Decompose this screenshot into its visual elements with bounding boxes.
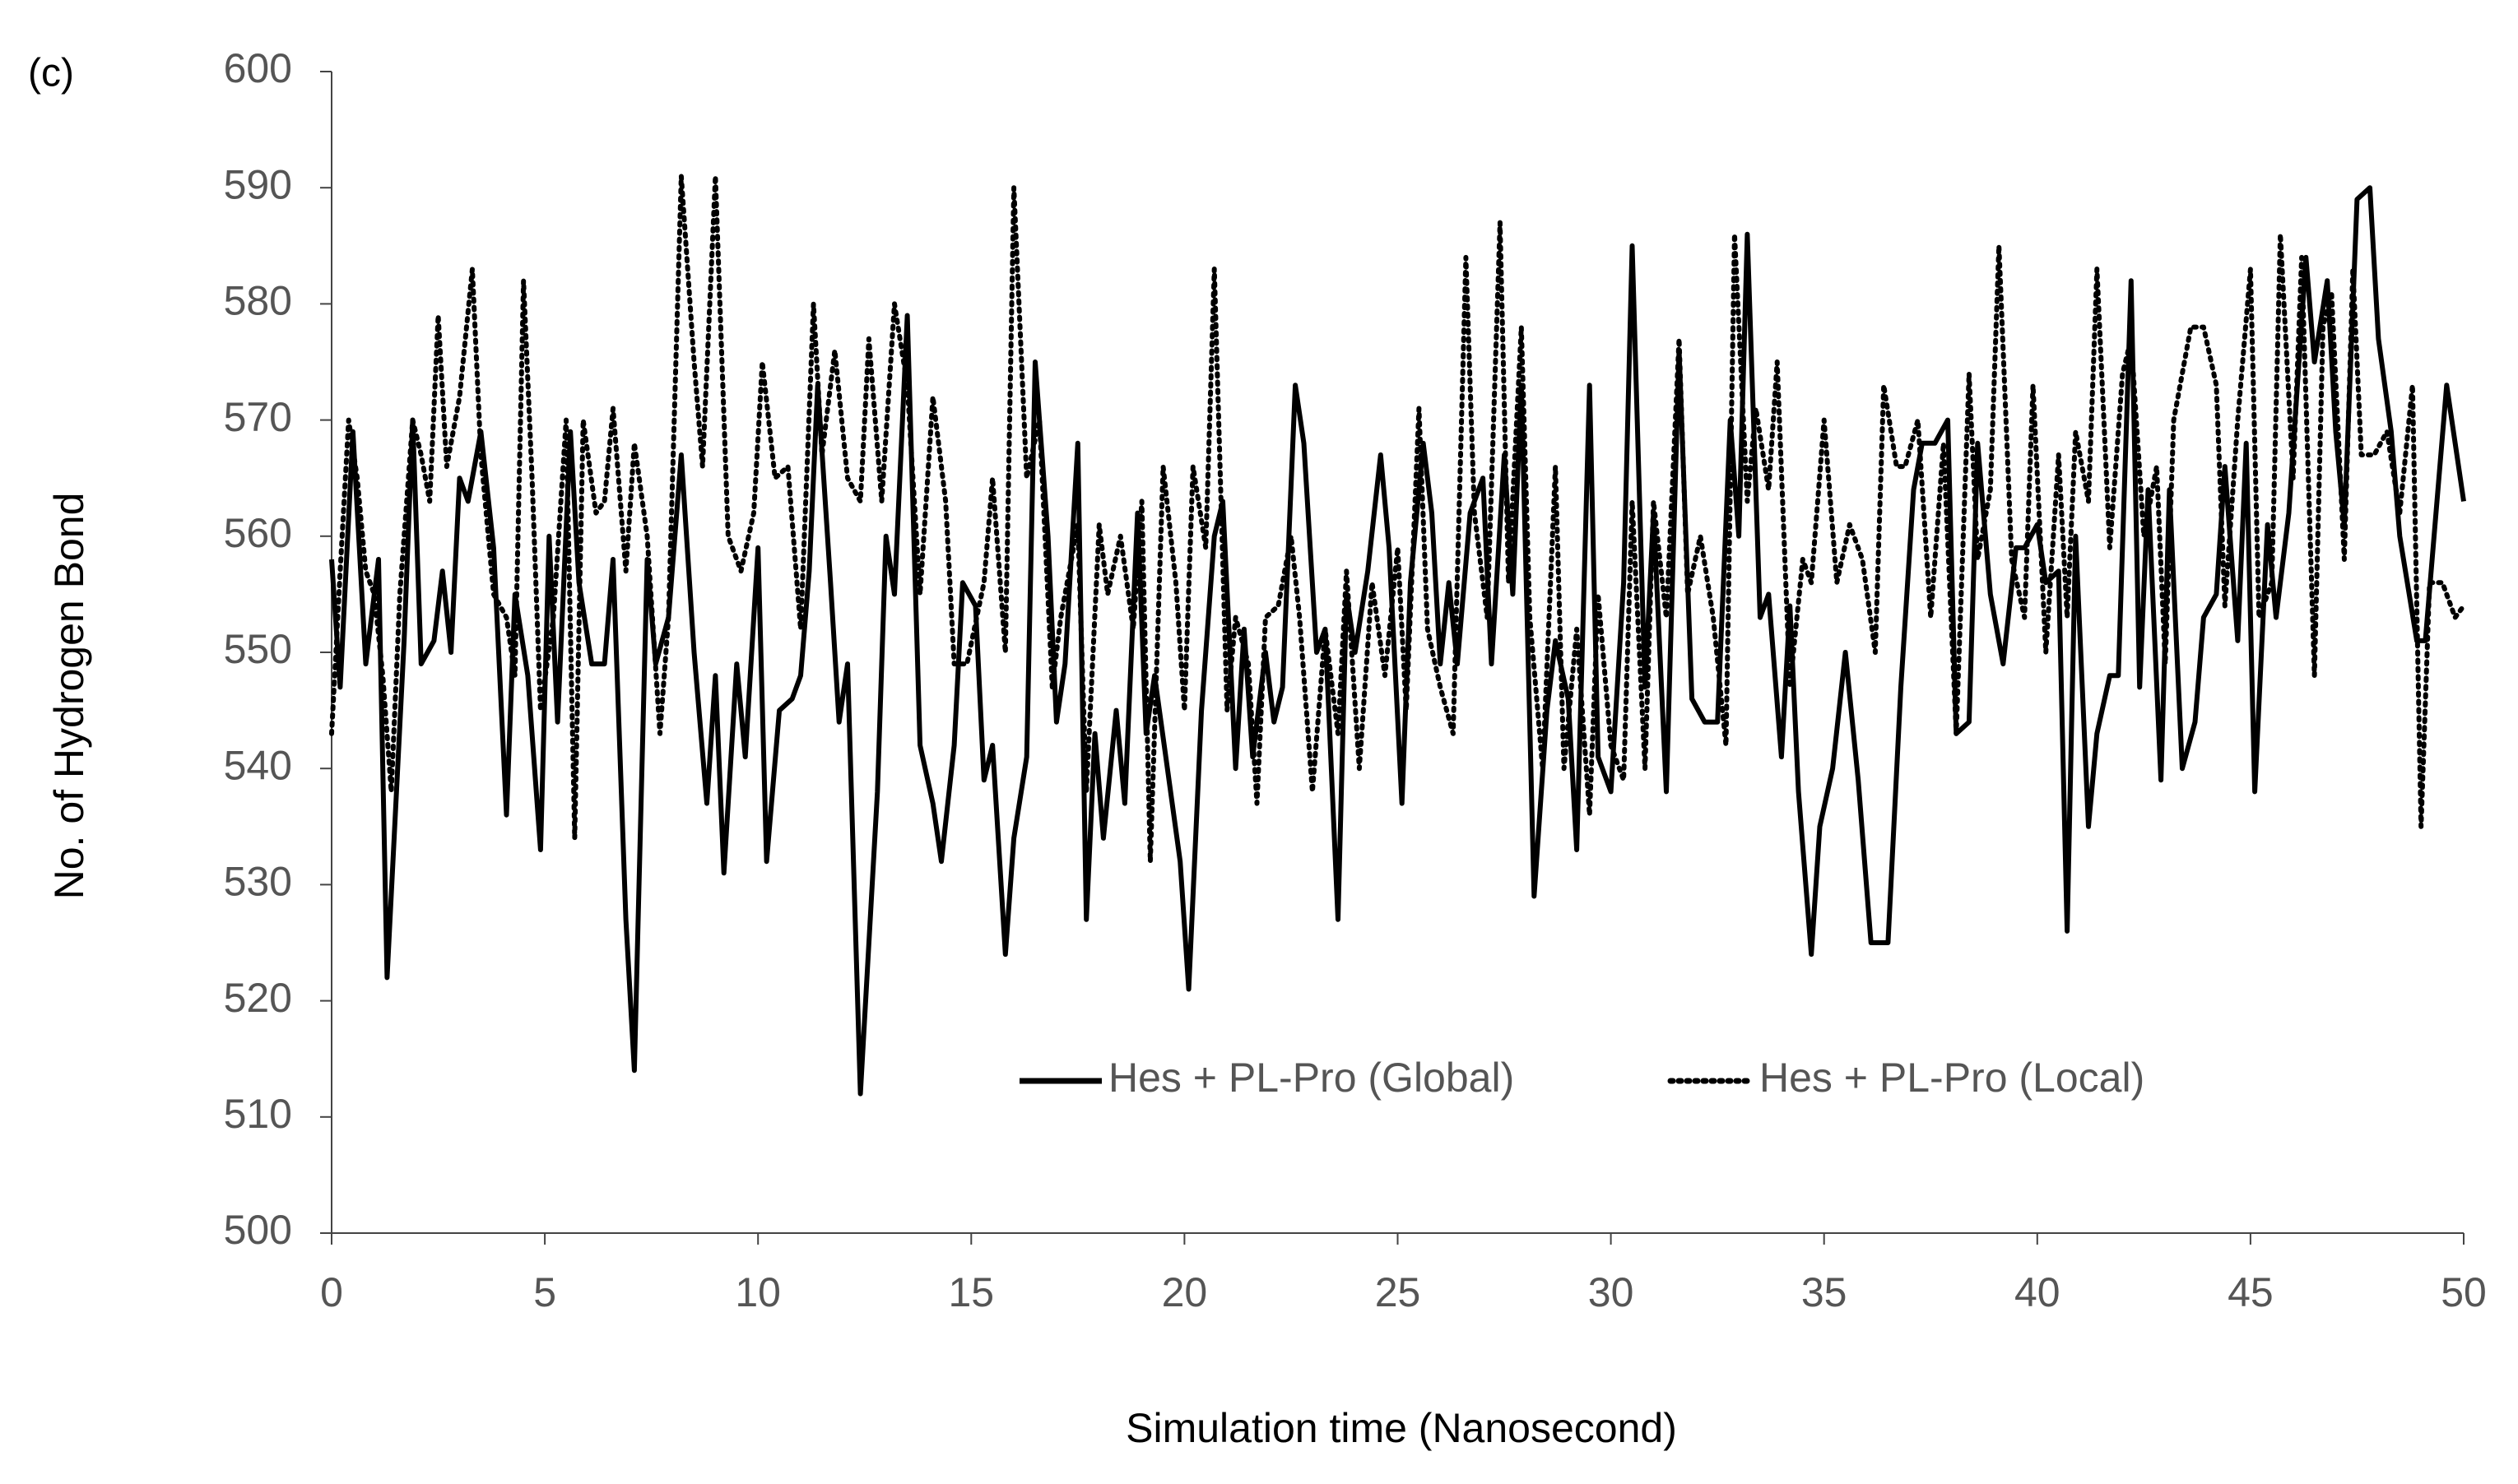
legend-label: Hes + PL-Pro (Global): [1108, 1055, 1514, 1101]
x-tick-label: 45: [2228, 1269, 2274, 1315]
y-tick-label: 510: [224, 1091, 292, 1137]
y-tick-label: 570: [224, 394, 292, 440]
y-axis-title: No. of Hydrogen Bond: [46, 493, 92, 900]
x-tick-label: 15: [948, 1269, 994, 1315]
y-tick-label: 540: [224, 742, 292, 788]
legend-label: Hes + PL-Pro (Local): [1759, 1055, 2144, 1101]
y-tick-label: 530: [224, 859, 292, 905]
y-tick-label: 500: [224, 1207, 292, 1253]
y-tick-label: 580: [224, 278, 292, 324]
y-tick-label: 520: [224, 975, 292, 1021]
x-tick-label: 35: [1801, 1269, 1847, 1315]
y-tick-label: 550: [224, 626, 292, 672]
panel-label: (c): [28, 52, 74, 95]
x-tick-label: 20: [1162, 1269, 1208, 1315]
line-series: [329, 185, 2466, 1097]
x-tick-label: 5: [533, 1269, 556, 1315]
x-tick-label: 50: [2441, 1269, 2487, 1315]
x-tick-label: 0: [320, 1269, 343, 1315]
x-axis-title: Simulation time (Nanosecond): [1126, 1405, 1677, 1451]
y-tick-label: 590: [224, 161, 292, 207]
x-tick-label: 40: [2014, 1269, 2060, 1315]
y-tick-label: 560: [224, 510, 292, 556]
line-series: [329, 174, 2466, 865]
x-tick-label: 25: [1375, 1269, 1421, 1315]
x-tick-label: 10: [735, 1269, 781, 1315]
x-tick-label: 30: [1588, 1269, 1634, 1315]
y-tick-label: 600: [224, 45, 292, 91]
